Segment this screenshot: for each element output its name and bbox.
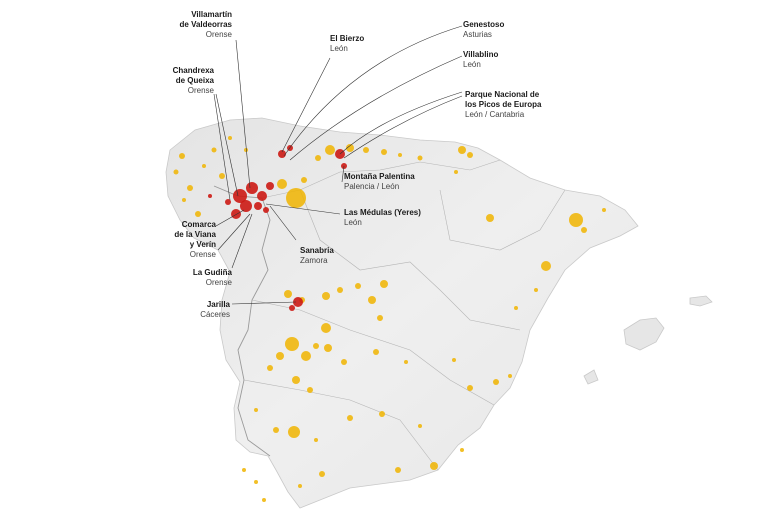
label-jarilla-region: Cáceres <box>200 310 230 319</box>
label-sanabria-name: Sanabria <box>300 246 334 255</box>
label-chandrexa: Chandrexa de Queixa Orense <box>160 66 214 96</box>
label-sanabria: Sanabria Zamora <box>300 246 334 266</box>
label-medulas: Las Médulas (Yeres) León <box>344 208 421 228</box>
label-genestoso-name: Genestoso <box>463 20 505 29</box>
label-genestoso: Genestoso Asturias <box>463 20 504 40</box>
label-picos-region: León / Cantabria <box>465 110 525 119</box>
label-jarilla: Jarilla Cáceres <box>186 300 230 320</box>
label-gudina-region: Orense <box>205 278 232 287</box>
label-genestoso-region: Asturias <box>463 30 492 39</box>
label-jarilla-name: Jarilla <box>206 300 230 309</box>
label-el-bierzo-region: León <box>330 44 348 53</box>
peninsula-landmass <box>165 117 639 509</box>
label-villablino: Villablino León <box>463 50 498 70</box>
label-picos: Parque Nacional de los Picos de Europa L… <box>465 90 541 120</box>
label-viana-region: Orense <box>189 250 216 259</box>
label-villamartin: Villamartín de Valdeorras Orense <box>170 10 232 40</box>
label-chandrexa-name: Chandrexa de Queixa <box>172 66 214 85</box>
label-gudina: La Gudiña Orense <box>186 268 232 288</box>
label-picos-name: Parque Nacional de los Picos de Europa <box>465 90 542 109</box>
label-chandrexa-region: Orense <box>187 86 214 95</box>
label-el-bierzo-name: El Bierzo <box>330 34 365 43</box>
label-el-bierzo: El Bierzo León <box>330 34 364 54</box>
label-sanabria-region: Zamora <box>300 256 328 265</box>
label-montana-region: Palencia / León <box>344 182 400 191</box>
label-medulas-region: León <box>344 218 362 227</box>
label-viana-name: Comarca de la Viana y Verín <box>174 220 216 249</box>
label-villablino-region: León <box>463 60 481 69</box>
label-villamartin-name: Villamartín de Valdeorras <box>179 10 232 29</box>
mallorca-island <box>623 317 665 351</box>
leader-lines <box>213 25 463 305</box>
label-gudina-name: La Gudiña <box>192 268 232 277</box>
label-montana-name: Montaña Palentina <box>344 172 415 181</box>
label-villamartin-region: Orense <box>205 30 232 39</box>
label-medulas-name: Las Médulas (Yeres) <box>344 208 421 217</box>
label-viana: Comarca de la Viana y Verín Orense <box>166 220 216 260</box>
label-montana: Montaña Palentina Palencia / León <box>344 172 415 192</box>
ibiza-island <box>583 369 599 385</box>
label-villablino-name: Villablino <box>463 50 499 59</box>
menorca-island <box>689 295 713 307</box>
minor-fires <box>173 136 606 502</box>
